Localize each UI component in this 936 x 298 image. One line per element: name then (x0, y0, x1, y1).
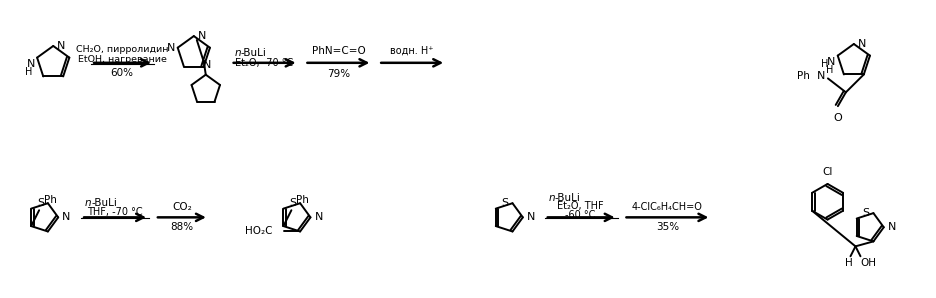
Text: N: N (887, 222, 896, 232)
Text: водн. H⁺: водн. H⁺ (390, 46, 434, 56)
Text: N: N (168, 43, 176, 53)
Text: -BuLi: -BuLi (555, 193, 580, 203)
Text: OH: OH (860, 258, 876, 268)
Text: N: N (857, 39, 866, 49)
Text: CO₂: CO₂ (172, 202, 192, 212)
Text: S: S (289, 198, 296, 208)
Text: H: H (821, 58, 828, 69)
Text: N: N (62, 212, 70, 222)
Text: Et₂O, -70 °C: Et₂O, -70 °C (236, 58, 294, 68)
Text: N: N (827, 57, 836, 67)
Text: Ph: Ph (297, 195, 309, 205)
Text: 79%: 79% (327, 69, 350, 79)
Text: CH₂O, пирролидин: CH₂O, пирролидин (76, 45, 168, 55)
Text: S: S (862, 208, 870, 218)
Text: O: O (834, 113, 842, 123)
Text: -60 °C: -60 °C (565, 210, 596, 221)
Text: 4-ClC₆H₄CH=O: 4-ClC₆H₄CH=O (632, 202, 703, 212)
Text: N: N (314, 212, 323, 222)
Text: 88%: 88% (170, 222, 194, 232)
Text: -BuLi: -BuLi (91, 198, 117, 209)
Text: PhN=C=O: PhN=C=O (312, 46, 365, 56)
Text: Ph: Ph (797, 72, 810, 81)
Text: H: H (844, 258, 853, 268)
Text: S: S (37, 198, 44, 208)
Text: Et₂O, THF: Et₂O, THF (557, 201, 604, 212)
Text: H: H (25, 66, 33, 77)
Text: -BuLi: -BuLi (241, 48, 267, 58)
Text: N: N (27, 59, 36, 69)
Text: Ph: Ph (44, 195, 57, 205)
Text: N: N (197, 31, 206, 41)
Text: n: n (85, 198, 92, 209)
Text: THF, -70 °C: THF, -70 °C (87, 207, 143, 218)
Text: 60%: 60% (110, 68, 134, 78)
Text: N: N (57, 41, 66, 51)
Text: Cl: Cl (823, 167, 833, 177)
Text: N: N (527, 212, 535, 222)
Text: n: n (235, 48, 241, 58)
Text: n: n (548, 193, 555, 203)
Text: HO₂C: HO₂C (244, 226, 272, 237)
Text: EtOH, нагревание: EtOH, нагревание (78, 55, 167, 64)
Text: S: S (502, 198, 508, 208)
Text: H: H (826, 65, 833, 74)
Text: N: N (816, 72, 825, 81)
Text: 35%: 35% (656, 222, 679, 232)
Text: N: N (202, 60, 211, 70)
